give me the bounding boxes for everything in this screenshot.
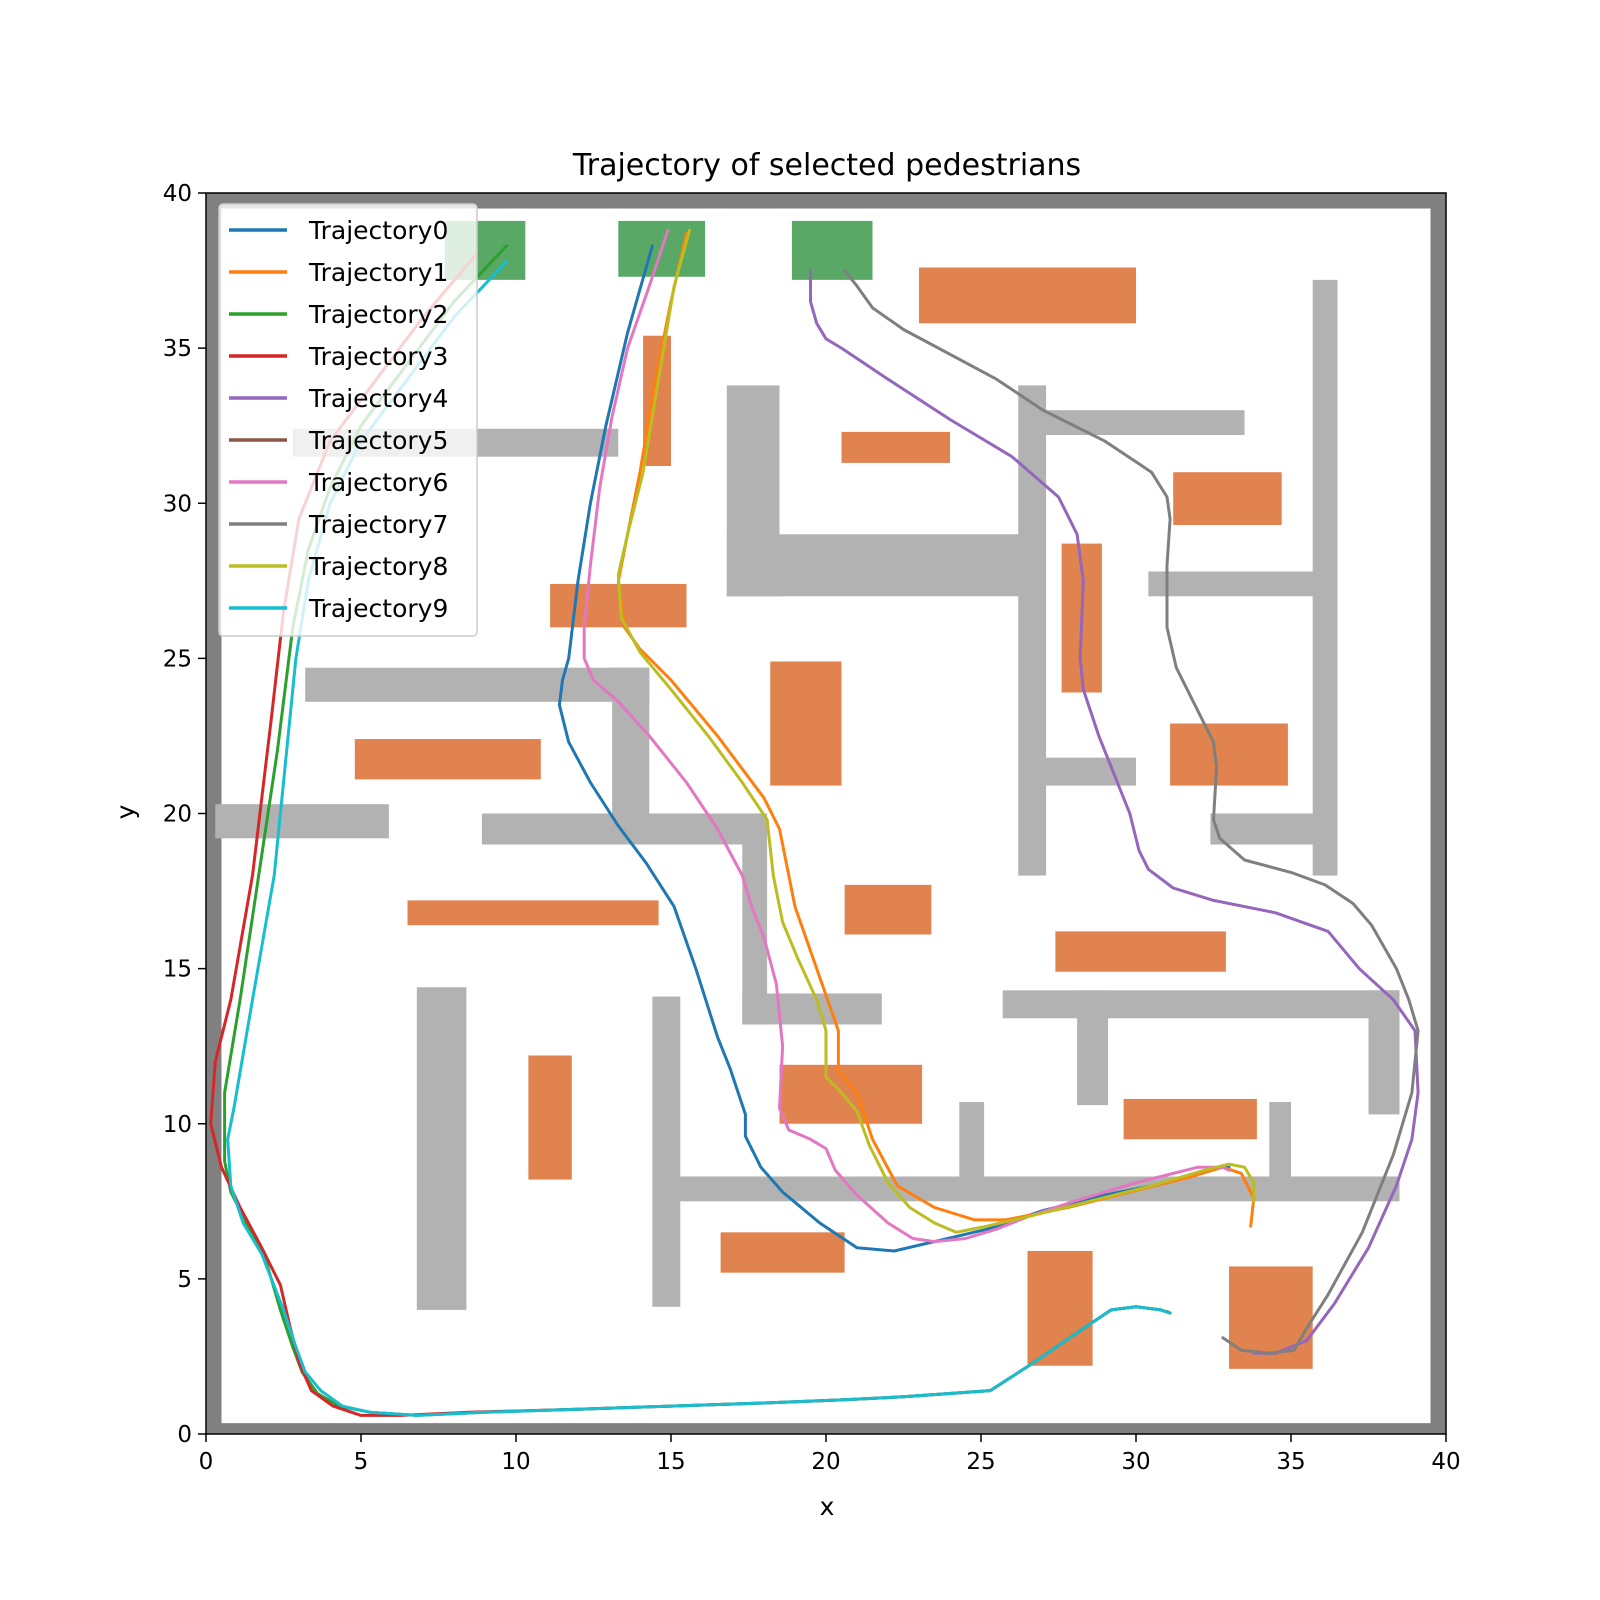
wall <box>652 996 681 1307</box>
x-tick-label: 35 <box>1276 1449 1305 1475</box>
legend-label: Trajectory7 <box>308 510 448 539</box>
obstacle <box>354 739 541 780</box>
x-tick-label: 30 <box>1121 1449 1150 1475</box>
legend: Trajectory0 Trajectory1 Trajectory2 Traject… <box>218 203 478 637</box>
goal-area <box>791 220 873 280</box>
wall <box>215 804 389 839</box>
x-tick-label: 15 <box>656 1449 685 1475</box>
wall <box>1148 571 1326 597</box>
axes: 0 5 10 15 20 25 30 35 40 0 5 10 15 20 25 30 35 40 <box>163 181 1461 1475</box>
y-tick-label: 10 <box>163 1112 192 1138</box>
series-line-trajectory7 <box>843 269 1420 1355</box>
legend-box <box>218 203 478 637</box>
series-line-trajectory4 <box>809 269 1420 1355</box>
legend-label: Trajectory4 <box>308 384 448 413</box>
wall <box>959 1102 985 1177</box>
wall <box>1002 990 1400 1019</box>
wall <box>1312 279 1338 876</box>
y-tick-label: 0 <box>177 1422 192 1448</box>
x-tick-label: 20 <box>811 1449 840 1475</box>
legend-label: Trajectory3 <box>308 342 448 371</box>
obstacle <box>919 267 1136 324</box>
wall <box>1030 410 1245 435</box>
obstacle <box>770 661 842 786</box>
obstacle <box>1170 723 1288 786</box>
obstacle <box>1123 1098 1257 1140</box>
y-tick-label: 40 <box>163 181 192 207</box>
obstacle <box>1173 472 1282 525</box>
wall <box>742 813 768 1025</box>
y-tick-label: 20 <box>163 802 192 828</box>
obstacle <box>407 900 659 926</box>
x-tick-label: 10 <box>501 1449 530 1475</box>
obstacle <box>1055 931 1226 972</box>
series-line-trajectory8 <box>616 228 1256 1234</box>
wall <box>1210 813 1319 845</box>
legend-label: Trajectory9 <box>308 594 448 623</box>
y-tick-label: 15 <box>163 957 192 983</box>
series-line-trajectory0 <box>557 244 1231 1253</box>
legend-label: Trajectory0 <box>308 216 448 245</box>
obstacle <box>720 1232 845 1273</box>
x-tick-label: 0 <box>199 1449 214 1475</box>
wall <box>1043 757 1136 786</box>
y-tick-label: 25 <box>163 646 192 672</box>
obstacle <box>1027 1250 1093 1366</box>
legend-label: Trajectory8 <box>308 552 448 581</box>
wall <box>742 993 882 1025</box>
series-line-trajectory6 <box>582 228 1231 1244</box>
obstacle <box>841 431 950 463</box>
obstacle <box>779 1064 923 1124</box>
legend-label: Trajectory6 <box>308 468 448 497</box>
obstacle <box>528 1055 572 1180</box>
y-tick-label: 30 <box>163 491 192 517</box>
wall <box>1018 385 1047 876</box>
chart-title: Trajectory of selected pedestrians <box>572 148 1081 183</box>
y-tick-label: 5 <box>177 1267 192 1293</box>
wall <box>416 987 467 1310</box>
wall <box>1269 1102 1291 1177</box>
legend-label: Trajectory5 <box>308 426 448 455</box>
wall <box>1077 990 1109 1106</box>
y-axis-label: y <box>111 804 140 819</box>
x-tick-label: 5 <box>354 1449 369 1475</box>
wall <box>664 1176 1400 1202</box>
legend-label: Trajectory2 <box>308 300 448 329</box>
x-tick-label: 25 <box>966 1449 995 1475</box>
x-tick-label: 40 <box>1431 1449 1460 1475</box>
x-axis-label: x <box>820 1492 835 1521</box>
y-tick-label: 35 <box>163 336 192 362</box>
obstacle <box>844 884 932 935</box>
wall <box>1368 990 1400 1115</box>
wall <box>726 534 1028 597</box>
wall <box>612 667 650 817</box>
legend-label: Trajectory1 <box>308 258 448 287</box>
